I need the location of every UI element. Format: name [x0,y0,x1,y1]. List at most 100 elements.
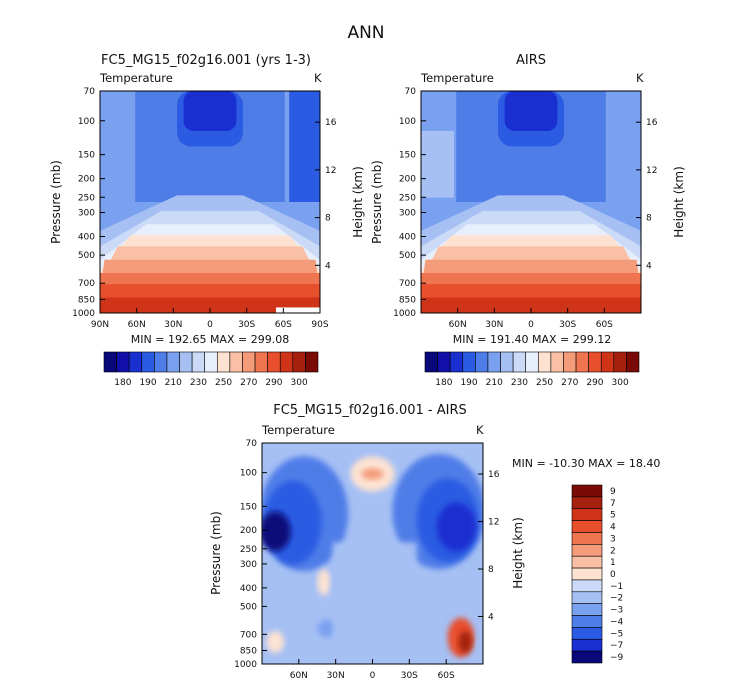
lat-tick-label: 30N [485,320,503,330]
colorbar-swatch [242,351,256,373]
colorbar-swatch [571,603,603,616]
pressure-ticks: 70 100 150 200 250 300 400 500 700 850 1000 [234,439,267,670]
pressure-tick-label: 700 [78,279,95,289]
lat-ticks: 60N 30N 0 30S 60S [449,308,613,330]
contour-band [262,511,291,552]
pressure-tick-label: 400 [399,233,416,243]
pressure-tick-label: 850 [240,646,257,656]
colorbar-swatch [462,351,476,373]
right-y-axis-label: Height (km) [351,166,365,237]
colorbar-label: −7 [610,641,623,651]
contour-band [183,91,237,131]
colorbar-swatch [216,351,231,373]
colorbar-swatch [475,351,489,373]
colorbar-swatch [437,351,451,373]
pressure-tick-label: 400 [240,584,257,594]
colorbar-swatch [191,351,206,373]
colorbar-label: 270 [561,378,578,388]
y-axis-label: Pressure (mb) [370,160,384,244]
contour-band [504,91,558,131]
colorbar-label: 190 [139,378,156,388]
colorbar-swatch [424,351,438,373]
colorbar-label: 190 [460,378,477,388]
pressure-tick-label: 700 [399,279,416,289]
colorbar-label: 250 [215,378,232,388]
y-axis-label: Pressure (mb) [209,511,223,595]
colorbar-label: 300 [612,378,629,388]
contour-band [610,91,641,202]
colorbar-swatch [563,351,577,373]
colorbar-label: 9 [610,487,616,497]
height-tick-label: 4 [646,261,652,271]
y-axis-label: Pressure (mb) [49,160,63,244]
colorbar-label: −9 [610,653,624,663]
colorbar-swatch [550,351,564,373]
colorbar: 180 190 210 230 250 270 290 300 [103,351,319,388]
pressure-ticks: 70 100 150 200 250 300 400 500 700 850 1000 [72,87,105,319]
contour-band [289,91,320,202]
units-label: K [476,423,484,437]
colorbar-swatch [571,627,603,640]
pressure-tick-label: 500 [240,602,257,612]
colorbar-swatch [571,496,603,510]
colorbar-swatch [571,532,603,545]
colorbar-label: −4 [610,617,624,627]
colorbar-swatch [179,351,193,373]
panel-title: FC5_MG15_f02g16.001 (yrs 1-3) [101,53,311,68]
pressure-tick-label: 250 [399,193,416,203]
lat-tick-label: 60N [449,320,467,330]
colorbar-swatch [267,351,281,373]
colorbar-swatch [571,638,603,652]
colorbar-swatch [279,351,294,373]
contour-band [436,502,477,552]
pressure-tick-label: 300 [240,560,257,570]
height-tick-label: 16 [325,118,337,128]
pressure-tick-label: 500 [399,251,416,261]
lat-tick-label: 30S [401,671,418,681]
height-tick-label: 8 [488,565,494,575]
contour-band [100,297,320,313]
colorbar-swatch [254,351,268,373]
lat-tick-label: 30N [327,671,345,681]
height-tick-label: 16 [646,118,658,128]
pressure-tick-label: 700 [240,630,257,640]
contour-band [421,130,454,198]
pressure-tick-label: 150 [399,151,416,161]
lat-tick-label: 60N [290,671,308,681]
colorbar-label: −3 [610,606,623,616]
panel-difference: FC5_MG15_f02g16.001 - AIRS Temperature K… [209,403,660,681]
contour-field [261,442,484,665]
height-tick-label: 16 [488,470,500,480]
panel-airs: AIRS Temperature K 70 100 150 200 250 300 400 5… [370,53,686,388]
colorbar-swatch [600,351,615,373]
right-y-axis-label: Height (km) [511,517,525,588]
colorbar-swatch [571,591,603,604]
lat-tick-label: 60N [128,320,146,330]
contour-field [420,90,642,314]
lat-tick-label: 60S [438,671,455,681]
colorbar-swatch [571,650,603,664]
pressure-tick-label: 300 [78,208,95,218]
colorbar-swatch [128,351,143,373]
contour-band [332,542,417,664]
colorbar-swatch [154,351,168,373]
height-tick-label: 12 [325,166,336,176]
colorbar-swatch [500,351,514,373]
lat-tick-label: 60S [596,320,613,330]
page-title: ANN [347,23,384,43]
lat-tick-label: 30S [559,320,576,330]
field-label: Temperature [420,71,494,85]
colorbar-label: 210 [165,378,182,388]
units-label: K [636,71,644,85]
colorbar-swatch [571,520,603,533]
height-ticks: 4 8 12 16 [478,470,500,623]
lat-tick-label: 0 [370,671,376,681]
height-tick-label: 12 [646,166,657,176]
colorbar-swatch [571,615,603,628]
colorbar-swatch [512,351,527,373]
colorbar-swatch [571,544,603,557]
right-y-axis-label: Height (km) [672,166,686,237]
min-max-label: MIN = 192.65 MAX = 299.08 [131,333,289,346]
field-label: Temperature [99,71,173,85]
